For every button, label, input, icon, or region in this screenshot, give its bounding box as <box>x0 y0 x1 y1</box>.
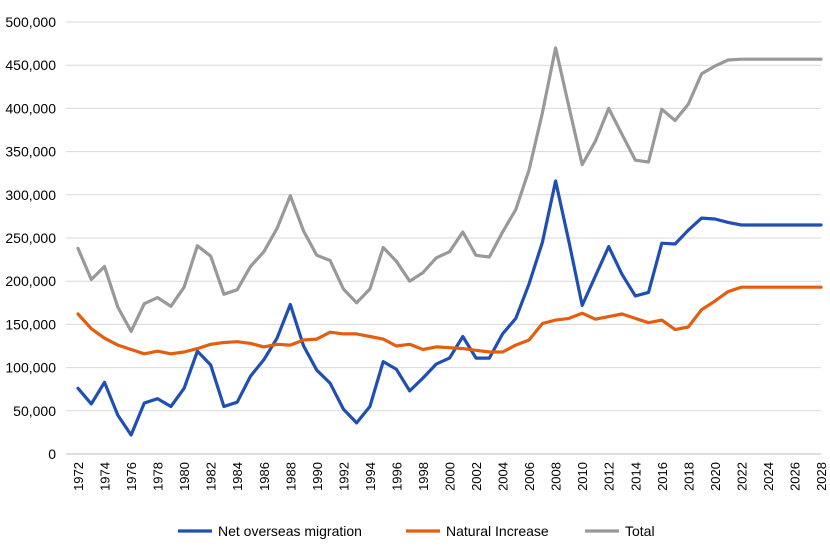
x-tick-label: 1996 <box>389 462 404 491</box>
x-tick-label: 1982 <box>204 462 219 491</box>
y-tick-label: 350,000 <box>5 144 56 160</box>
x-tick-label: 2012 <box>602 462 617 491</box>
x-tick-label: 2022 <box>734 462 749 491</box>
x-tick-label: 1984 <box>230 462 245 491</box>
y-tick-label: 150,000 <box>5 316 56 332</box>
x-tick-label: 2026 <box>787 462 802 491</box>
x-tick-label: 2010 <box>575 462 590 491</box>
x-tick-label: 2008 <box>549 462 564 491</box>
series-line-net-overseas-migration <box>76 179 823 437</box>
x-tick-label: 1998 <box>416 462 431 491</box>
x-tick-label: 1986 <box>257 462 272 491</box>
x-tick-label: 1990 <box>310 462 325 491</box>
x-tick-label: 2020 <box>708 462 723 491</box>
series-lines <box>76 46 823 437</box>
series-line-natural-increase <box>76 285 823 356</box>
x-tick-label: 1974 <box>98 462 113 491</box>
x-tick-label: 2016 <box>655 462 670 491</box>
x-tick-label: 1994 <box>363 462 378 491</box>
y-tick-label: 200,000 <box>5 273 56 289</box>
x-tick-label: 2018 <box>681 462 696 491</box>
x-tick-label: 2024 <box>761 462 776 491</box>
y-tick-label: 300,000 <box>5 187 56 203</box>
x-tick-label: 2014 <box>628 462 643 491</box>
x-tick-label: 2006 <box>522 462 537 491</box>
legend: Net overseas migration Natural Increase To… <box>178 523 655 539</box>
x-tick-label: 2028 <box>814 462 829 491</box>
legend-label: Net overseas migration <box>218 523 362 539</box>
x-tick-label: 1976 <box>124 462 139 491</box>
x-tick-label: 1980 <box>177 462 192 491</box>
x-tick-label: 2002 <box>469 462 484 491</box>
y-tick-label: 250,000 <box>5 230 56 246</box>
x-tick-label: 1972 <box>71 462 86 491</box>
y-axis: 0 50,000 100,000 150,000 200,000 250,000 300,0… <box>5 14 56 462</box>
series-line-total <box>76 46 823 333</box>
legend-label: Total <box>625 523 655 539</box>
x-tick-label: 1988 <box>283 462 298 491</box>
y-tick-label: 500,000 <box>5 14 56 30</box>
x-tick-label: 2000 <box>443 462 458 491</box>
legend-label: Natural Increase <box>446 523 549 539</box>
y-tick-label: 100,000 <box>5 360 56 376</box>
y-tick-label: 50,000 <box>13 403 56 419</box>
y-tick-label: 0 <box>48 446 56 462</box>
x-tick-label: 1992 <box>336 462 351 491</box>
x-tick-label: 2004 <box>496 462 511 491</box>
y-tick-label: 400,000 <box>5 100 56 116</box>
x-axis: 1972 1974 1976 1978 1980 1982 1984 1986 1988 1990… <box>66 453 829 491</box>
x-tick-label: 1978 <box>151 462 166 491</box>
y-tick-label: 450,000 <box>5 57 56 73</box>
